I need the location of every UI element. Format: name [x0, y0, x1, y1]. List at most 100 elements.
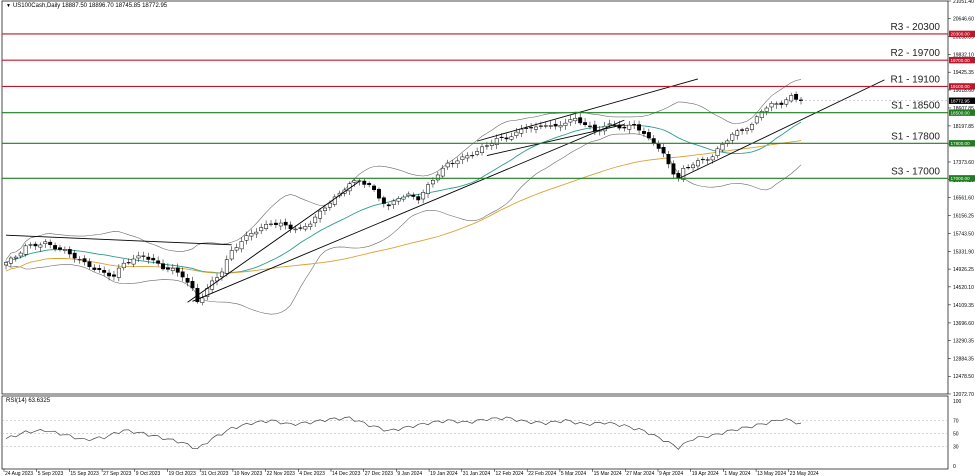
level-price-tag: [949, 140, 975, 147]
date-axis-label: 19 Jan 2024: [430, 471, 458, 476]
candle-down: [377, 188, 381, 199]
date-axis-label: 27 Mar 2024: [626, 471, 654, 476]
candle-up: [769, 103, 774, 108]
candle-down: [156, 260, 161, 264]
candle-up: [426, 184, 430, 194]
rsi-header: RSI(14) 63.6325: [6, 398, 50, 404]
candle-up: [450, 162, 455, 165]
level-label: R2 - 19700: [891, 48, 941, 59]
candle-down: [538, 125, 543, 127]
price-axis-label: 19832.10: [953, 52, 974, 58]
candle-up: [43, 241, 48, 245]
candle-up: [514, 131, 519, 136]
candle-up: [77, 259, 82, 261]
date-axis-label: 31 Jan 2024: [463, 471, 491, 476]
candle-up: [745, 128, 749, 131]
candle-up: [170, 268, 175, 271]
candle-down: [686, 167, 691, 169]
candle-down: [87, 261, 92, 268]
candle-up: [121, 262, 126, 269]
candle-up: [28, 244, 33, 246]
price-axis-label: 19425.35: [953, 70, 974, 76]
candle-down: [553, 123, 558, 127]
candle-up: [720, 143, 725, 151]
candle-up: [749, 124, 754, 130]
date-axis-label: 5 Sep 2023: [38, 471, 64, 476]
candle-up: [116, 267, 121, 278]
candle-down: [381, 197, 386, 204]
price-axis-label: 12478.50: [953, 374, 974, 380]
candle-up: [573, 117, 578, 122]
candle-down: [642, 131, 646, 134]
date-axis-label: 9 Oct 2023: [136, 471, 161, 476]
candle-down: [161, 263, 165, 270]
candle-up: [323, 207, 327, 211]
candle-up: [440, 167, 445, 177]
candle-up: [563, 122, 568, 126]
trendline-support-current[interactable]: [678, 79, 885, 180]
date-axis-label: 31 Oct 2023: [201, 471, 228, 476]
date-axis-label: 4 Dec 2023: [299, 471, 325, 476]
candle-up: [391, 200, 396, 205]
candle-down: [583, 122, 588, 125]
candle-up: [543, 125, 548, 127]
candle-up: [313, 216, 318, 224]
candle-down: [298, 227, 303, 229]
candle-down: [102, 270, 107, 273]
date-axis-label: 9 Apr 2024: [659, 471, 683, 476]
candle-up: [327, 202, 332, 208]
candle-down: [146, 256, 151, 260]
rsi-axis-label: 70: [953, 419, 959, 425]
candle-up: [681, 168, 686, 180]
level-price-tag: [949, 56, 975, 64]
candle-down: [622, 126, 627, 129]
candle-down: [141, 255, 146, 257]
candle-down: [646, 132, 651, 139]
candle-up: [293, 228, 298, 231]
candle-up: [484, 145, 489, 147]
date-axis-label: 22 Feb 2024: [528, 471, 556, 476]
candle-up: [509, 136, 514, 140]
trendline-descending[interactable]: [5, 234, 232, 246]
candle-down: [185, 278, 190, 283]
moving-average-long-line: [5, 140, 802, 274]
candle-up: [421, 192, 426, 200]
candle-up: [259, 227, 264, 232]
trendline-rising-1[interactable]: [187, 181, 360, 303]
level-label: S1 - 18500: [891, 101, 940, 112]
price-axis-label: 19018.60: [953, 88, 974, 94]
candle-up: [278, 222, 283, 227]
candle-up: [244, 235, 249, 241]
trendline-rising-2[interactable]: [192, 119, 625, 302]
candle-up: [396, 198, 401, 202]
trendline-channel-lower[interactable]: [486, 124, 625, 157]
level-price-tag-text: 19700.00: [951, 58, 971, 63]
candle-up: [494, 138, 499, 145]
candle-down: [499, 136, 504, 138]
candle-up: [430, 179, 435, 185]
price-axis-label: 15331.90: [953, 249, 974, 255]
candle-down: [504, 137, 509, 140]
price-axis-label: 20646.60: [953, 17, 974, 23]
ohlc-open: 18887.50: [61, 3, 88, 9]
trendline-channel-upper[interactable]: [476, 78, 699, 142]
bollinger-upper-band: [5, 79, 802, 260]
collapse-arrow-icon[interactable]: ▼: [6, 3, 11, 9]
candle-down: [740, 129, 745, 131]
candle-up: [627, 124, 632, 130]
candle-up: [524, 127, 529, 129]
level-price-tag-text: 20300.00: [951, 32, 971, 37]
candle-down: [288, 224, 293, 230]
candle-up: [480, 146, 484, 154]
candle-down: [92, 267, 97, 270]
candle-down: [180, 271, 185, 278]
candle-up: [303, 226, 308, 230]
date-axis-label: 10 Nov 2023: [234, 471, 263, 476]
candle-down: [33, 243, 38, 247]
rsi-axis-label: 0: [953, 464, 956, 470]
ohlc-low: 18745.85: [115, 3, 141, 9]
rsi-axis-label: 50: [953, 432, 959, 438]
candle-down: [67, 249, 72, 255]
